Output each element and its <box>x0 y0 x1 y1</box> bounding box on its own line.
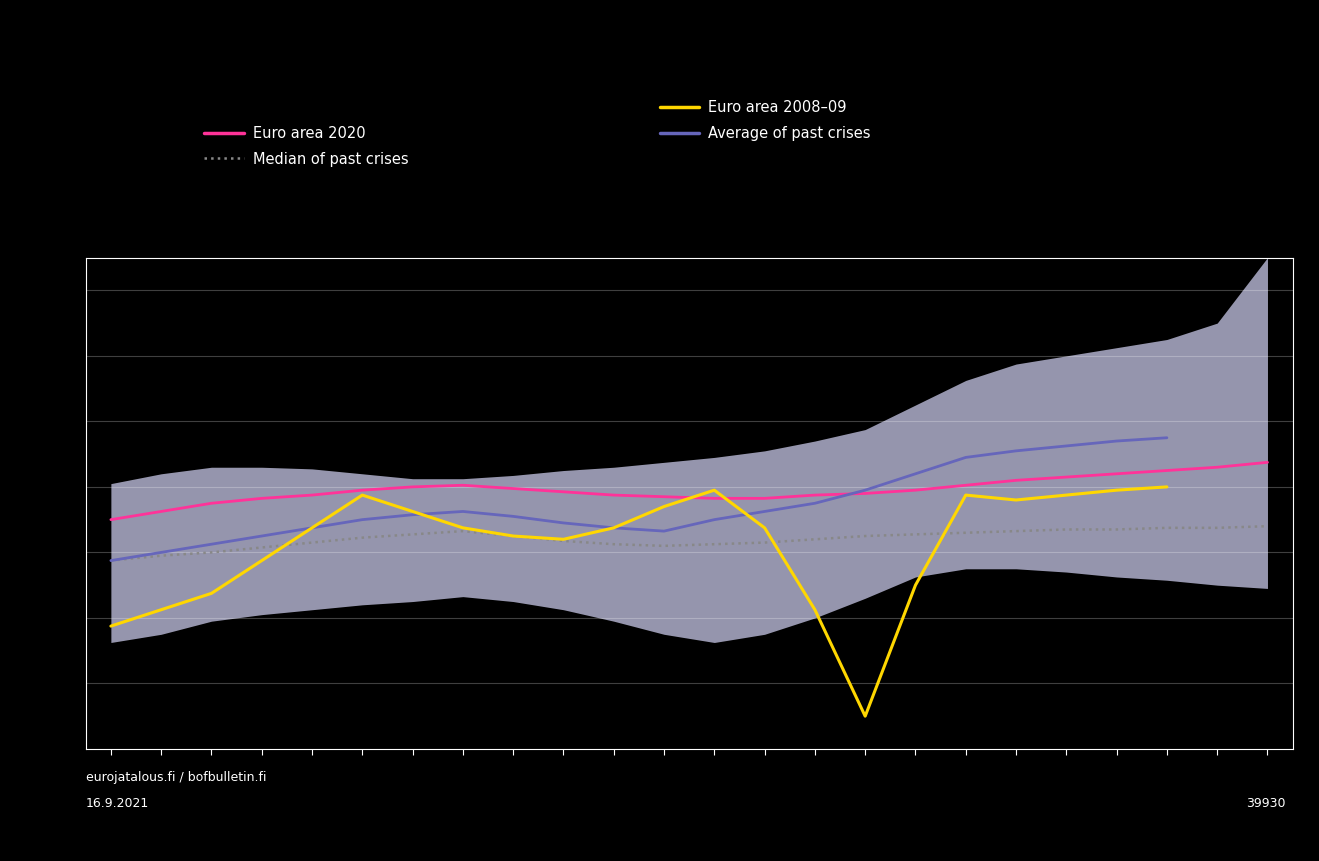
Text: Median of past crises: Median of past crises <box>253 152 409 167</box>
Text: Average of past crises: Average of past crises <box>708 126 871 141</box>
Text: eurojatalous.fi / bofbulletin.fi: eurojatalous.fi / bofbulletin.fi <box>86 771 266 784</box>
Text: Euro area 2008–09: Euro area 2008–09 <box>708 100 847 115</box>
Text: 39930: 39930 <box>1246 796 1286 809</box>
Text: 16.9.2021: 16.9.2021 <box>86 796 149 809</box>
Text: Euro area 2020: Euro area 2020 <box>253 126 365 141</box>
